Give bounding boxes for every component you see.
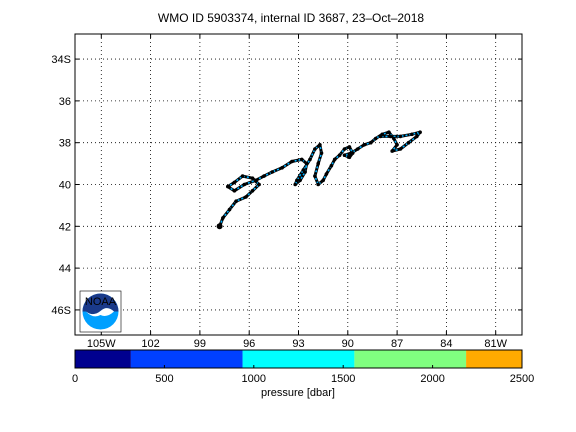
profile-point (387, 130, 391, 134)
profile-point (388, 134, 393, 139)
profile-point (270, 170, 275, 174)
colorbar-band (354, 350, 467, 368)
profile-point (221, 216, 225, 220)
profile-point (332, 157, 337, 162)
profile-point (250, 189, 255, 193)
colorbar-tick-label: 0 (72, 373, 78, 385)
profile-point (355, 147, 360, 151)
profile-point (342, 153, 347, 157)
colorbar-tick-label: 1000 (242, 373, 266, 385)
profile-point (392, 136, 396, 141)
longitude-axis: 105W 102 99 96 93 90 87 84 81W (87, 34, 508, 350)
profile-point (316, 182, 321, 187)
profile-point (337, 153, 342, 157)
profile-point (290, 159, 294, 164)
track-start-point (216, 223, 223, 230)
colorbar-tick-label: 1500 (331, 373, 355, 385)
profile-point (301, 168, 306, 172)
profile-point (321, 178, 326, 183)
lon-tick-label: 102 (141, 338, 159, 350)
lat-tick-label: 42 (59, 221, 71, 233)
profile-point (244, 195, 248, 199)
profile-point (390, 149, 395, 153)
profile-point (304, 161, 309, 166)
colorbar-band (75, 350, 131, 368)
profile-point (313, 147, 317, 151)
profile-point (395, 143, 399, 147)
colorbar-band (242, 350, 355, 368)
lat-tick-label: 40 (59, 180, 71, 192)
profile-point (415, 134, 419, 139)
profile-point (280, 166, 284, 170)
profile-point (319, 151, 324, 155)
profile-point (398, 147, 403, 151)
profile-point (300, 157, 304, 162)
lat-tick-label: 34S (51, 54, 71, 66)
profile-point (406, 140, 411, 145)
colorbar-tick-label: 2000 (420, 373, 444, 385)
profile-point (308, 157, 312, 162)
profile-point (418, 130, 422, 134)
profile-point (232, 180, 237, 185)
profile-point (329, 163, 334, 168)
profile-point (378, 134, 383, 139)
colorbar-label: pressure [dbar] (261, 387, 335, 399)
colorbar: 0 500 1000 1500 2000 2500 pressure [dbar] (72, 349, 534, 399)
profile-point (295, 178, 299, 183)
colorbar-bands (75, 350, 522, 368)
profile-point (410, 132, 414, 137)
lon-tick-label: 81W (484, 338, 507, 350)
colorbar-axis: 0 500 1000 1500 2000 2500 (72, 365, 534, 385)
profile-point (254, 178, 258, 183)
noaa-logo-text: NOAA (85, 296, 117, 308)
profile-point (362, 143, 367, 147)
profile-point (240, 174, 245, 178)
profile-point (250, 176, 255, 180)
profile-point (313, 174, 317, 178)
profile-point (369, 140, 373, 145)
profile-point (398, 134, 403, 139)
noaa-logo-icon: NOAA (79, 290, 122, 333)
lon-tick-label: 84 (440, 338, 452, 350)
profile-point (347, 145, 352, 149)
float-track (216, 130, 423, 230)
profile-point (316, 161, 321, 166)
colorbar-band (130, 350, 243, 368)
profile-point (262, 174, 266, 178)
profile-point (257, 182, 261, 187)
colorbar-tick-label: 500 (155, 373, 173, 385)
profile-point (347, 155, 352, 160)
profile-point (324, 172, 329, 176)
lon-tick-label: 87 (391, 338, 403, 350)
profile-point (349, 151, 353, 155)
lon-tick-label: 96 (243, 338, 255, 350)
profile-point (298, 178, 302, 183)
profile-point (232, 189, 237, 193)
profile-point (293, 182, 298, 187)
colorbar-frame (74, 349, 523, 369)
plot-title: WMO ID 5903374, internal ID 3687, 23–Oct… (158, 11, 424, 25)
profile-point (227, 207, 232, 212)
profile-point (226, 184, 230, 189)
colorbar-band (466, 350, 522, 368)
lat-tick-label: 46S (51, 305, 71, 317)
profile-point (242, 182, 247, 187)
profile-point (318, 143, 322, 147)
lat-tick-label: 36 (59, 96, 71, 108)
lon-tick-label: 99 (194, 338, 206, 350)
lon-tick-label: 93 (292, 338, 304, 350)
lon-tick-label: 105W (87, 338, 116, 350)
colorbar-tick-label: 2500 (510, 373, 534, 385)
map-gridlines (75, 34, 522, 335)
latitude-axis: 34S 36 38 40 42 44 46S (51, 54, 522, 317)
map-axes: 34S 36 38 40 42 44 46S 105W 102 99 96 93 90 87 84 81W (51, 33, 523, 350)
profile-point (234, 199, 238, 203)
profile-point (342, 147, 347, 151)
lat-tick-label: 44 (59, 263, 71, 275)
lat-tick-label: 38 (59, 138, 71, 150)
profile-point (373, 136, 378, 141)
map-plot-area (74, 33, 523, 336)
lon-tick-label: 90 (342, 338, 354, 350)
